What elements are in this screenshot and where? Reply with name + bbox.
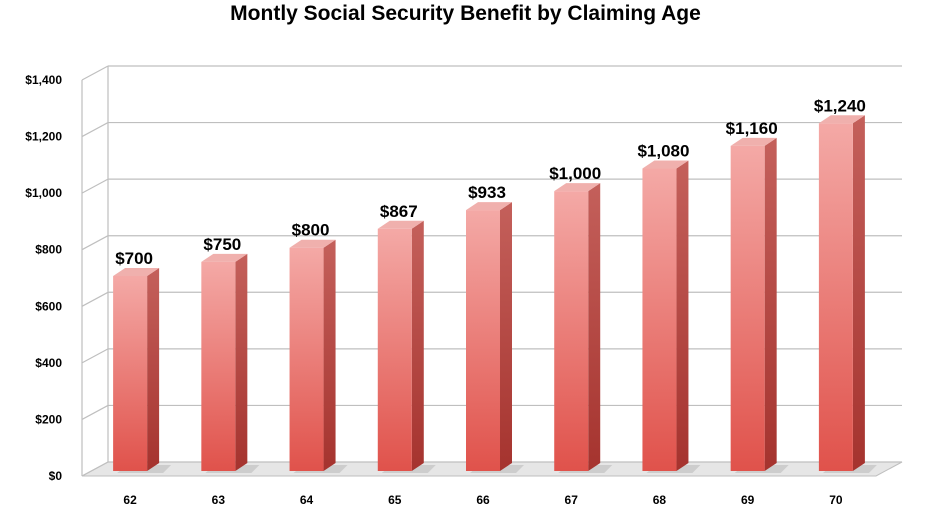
- gridline-diagonal: [81, 178, 109, 194]
- bar-side: [500, 202, 512, 471]
- gridline-diagonal: [81, 291, 109, 307]
- y-tick-label: $800: [35, 243, 62, 257]
- bar-side: [323, 239, 336, 471]
- x-tick-label: 66: [476, 493, 490, 506]
- axes: [81, 66, 109, 476]
- bar-top: [730, 137, 777, 146]
- x-tick-label: 68: [653, 493, 667, 506]
- bar-top: [289, 239, 336, 248]
- data-label: $1,240: [814, 96, 866, 115]
- bar-side: [852, 115, 865, 471]
- x-tick-label: 65: [388, 493, 402, 506]
- data-label: $1,080: [637, 142, 689, 161]
- labels: $0 $200 $400 $600 $800 $1,000 $1,200 $1,400 $700…: [25, 73, 866, 506]
- bar: [377, 228, 412, 471]
- data-label: $867: [380, 202, 418, 221]
- bar-top: [642, 160, 689, 169]
- data-label: $800: [292, 221, 330, 240]
- y-tick-label: $1,200: [25, 130, 62, 144]
- x-tick-label: 67: [565, 493, 579, 506]
- data-label: $750: [203, 235, 241, 254]
- bar-top: [554, 183, 601, 192]
- bar: [818, 123, 853, 471]
- bar: [289, 247, 324, 471]
- data-label: $933: [468, 183, 506, 202]
- y-tick-label: $0: [49, 469, 63, 483]
- y-tick-label: $1,000: [25, 186, 62, 200]
- bar-side: [588, 183, 601, 471]
- gridline-diagonal: [81, 348, 109, 364]
- bar-top: [466, 202, 512, 211]
- data-label: $1,000: [549, 164, 601, 183]
- bar-side: [147, 268, 160, 471]
- y-tick-label: $1,400: [25, 73, 62, 87]
- bar-side: [764, 137, 777, 471]
- y-tick-label: $400: [35, 356, 62, 370]
- gridline-diagonal: [81, 65, 109, 81]
- x-tick-label: 62: [123, 493, 137, 506]
- gridline-diagonal: [81, 404, 109, 420]
- x-tick-label: 64: [300, 493, 314, 506]
- chart-title: Montly Social Security Benefit by Claimi…: [230, 2, 701, 25]
- gridline-diagonal: [81, 235, 109, 251]
- bar-top: [201, 253, 248, 262]
- y-tick-label: $200: [35, 412, 62, 426]
- x-tick-label: 63: [212, 493, 226, 506]
- bar-side: [235, 253, 248, 471]
- bar: [730, 145, 765, 471]
- gridline-diagonal: [81, 461, 109, 477]
- y-tick-label: $600: [35, 299, 62, 313]
- bar: [113, 276, 148, 471]
- bar: [642, 168, 677, 471]
- bar-side: [676, 160, 689, 471]
- bar-side: [411, 220, 424, 471]
- data-label: $1,160: [726, 119, 778, 138]
- bars: [113, 115, 877, 473]
- bar: [466, 210, 500, 471]
- bar-top: [818, 115, 865, 124]
- x-tick-label: 69: [741, 493, 755, 506]
- bar-top: [113, 268, 160, 276]
- data-label: $700: [115, 249, 153, 268]
- x-tick-label: 70: [829, 493, 843, 506]
- bar-top: [377, 220, 424, 229]
- bar: [554, 191, 589, 471]
- bar: [201, 261, 236, 471]
- gridline-diagonal: [81, 122, 109, 138]
